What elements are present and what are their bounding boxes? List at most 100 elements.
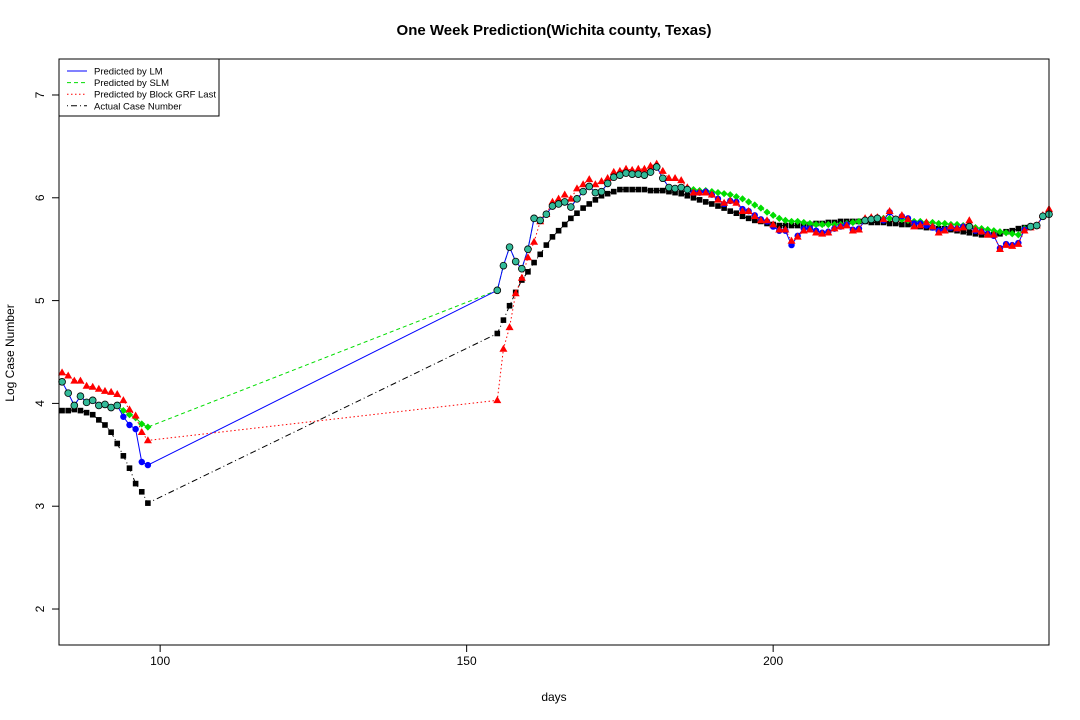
series-3-point	[940, 226, 949, 234]
series-2-point	[726, 191, 734, 199]
series-3-point	[523, 253, 532, 261]
series-4-point	[506, 302, 513, 309]
series-4-point	[684, 192, 691, 199]
series-3-point	[566, 194, 575, 202]
series-3-point	[609, 167, 618, 175]
series-4-point	[660, 187, 666, 194]
series-4-point	[65, 407, 71, 414]
series-3-point	[977, 227, 986, 235]
overlap-point	[585, 182, 594, 191]
series-3-point	[959, 223, 968, 231]
series-4-point	[71, 406, 78, 413]
series-4-point	[696, 197, 703, 203]
series-4-point	[59, 407, 65, 414]
series-3-point	[119, 396, 128, 404]
series-4-point	[733, 210, 740, 217]
legend-label-2: Predicted by SLM	[94, 78, 169, 89]
overlap-point	[665, 183, 673, 192]
series-3-point	[720, 198, 729, 206]
series-3-point	[897, 211, 906, 219]
series-4-point	[598, 192, 605, 199]
series-3-point	[70, 376, 79, 384]
series-2-point	[849, 218, 857, 227]
series-4-point	[580, 205, 586, 211]
series-2-point	[745, 198, 753, 206]
series-4-point	[647, 187, 654, 194]
series-4-point	[635, 186, 642, 193]
legend-label-3: Predicted by Block GRF Last	[94, 90, 216, 101]
series-3-point	[756, 216, 765, 224]
overlap-point	[652, 163, 661, 171]
series-3-point	[640, 164, 649, 172]
series-3-point	[989, 230, 998, 238]
series-2-point	[855, 217, 863, 226]
series-3-point	[597, 177, 606, 185]
overlap-point	[493, 286, 502, 295]
plot-area	[58, 159, 1053, 506]
series-4-point	[617, 186, 623, 193]
y-tick-label: 2	[33, 605, 47, 612]
series-2-point	[125, 411, 134, 419]
legend-label-1: Predicted by LM	[94, 67, 163, 78]
x-axis-label: days	[541, 690, 566, 704]
series-4-point	[89, 411, 96, 418]
series-4-point	[715, 203, 721, 209]
series-4-point	[126, 465, 133, 471]
overlap-point	[591, 188, 600, 197]
series-4-point	[653, 187, 660, 194]
series-3-point	[58, 368, 67, 376]
overlap-point	[891, 215, 900, 224]
series-4-point	[561, 221, 568, 228]
series-3-point	[836, 222, 845, 230]
series-3-point	[585, 175, 594, 183]
overlap-point	[597, 187, 606, 196]
series-3-point	[799, 226, 808, 234]
overlap-point	[505, 243, 514, 251]
series-3-point	[904, 215, 913, 223]
series-3-point	[88, 382, 97, 390]
chart-title: One Week Prediction(Wichita county, Texa…	[397, 22, 712, 39]
legend-label-4: Actual Case Number	[94, 101, 182, 112]
series-4-point	[751, 217, 758, 224]
series-4-point	[727, 208, 734, 214]
series-3-point	[100, 386, 109, 394]
series-1-point	[132, 425, 139, 433]
series-3-point	[554, 194, 563, 202]
series-4-point	[672, 189, 678, 196]
series-3-point	[107, 387, 116, 395]
series-4-point	[138, 489, 145, 495]
overlap-point	[671, 184, 679, 193]
series-4-point	[543, 242, 550, 248]
overlap-point	[101, 400, 109, 409]
series-3-point	[995, 244, 1004, 252]
series-4-point	[666, 188, 672, 195]
series-4-point	[892, 220, 899, 227]
series-2-point	[763, 208, 771, 216]
series-3-point	[885, 206, 894, 214]
series-4-point	[629, 186, 635, 193]
series-3-point	[879, 215, 888, 223]
series-3-point	[493, 396, 502, 404]
series-4-point	[500, 317, 507, 323]
series-2-point	[794, 217, 802, 226]
series-2-point	[732, 193, 740, 201]
series-1-point	[120, 413, 127, 420]
series-4-point	[966, 229, 973, 236]
series-3-point	[131, 411, 140, 419]
series-1-point	[126, 421, 133, 429]
series-4-point	[794, 222, 801, 229]
overlap-point	[867, 215, 876, 224]
overlap-point	[542, 210, 551, 219]
series-4-point	[145, 500, 151, 506]
series-3-point	[1008, 241, 1017, 249]
series-4-point	[604, 190, 611, 197]
series-2-point	[941, 219, 949, 228]
series-4-point	[586, 201, 593, 207]
series-4-point	[592, 197, 599, 203]
series-3-point	[775, 225, 784, 233]
series-2-point	[751, 201, 759, 209]
series-3-point	[910, 222, 919, 230]
series-4-point	[739, 213, 746, 220]
series-3-point	[818, 229, 827, 237]
